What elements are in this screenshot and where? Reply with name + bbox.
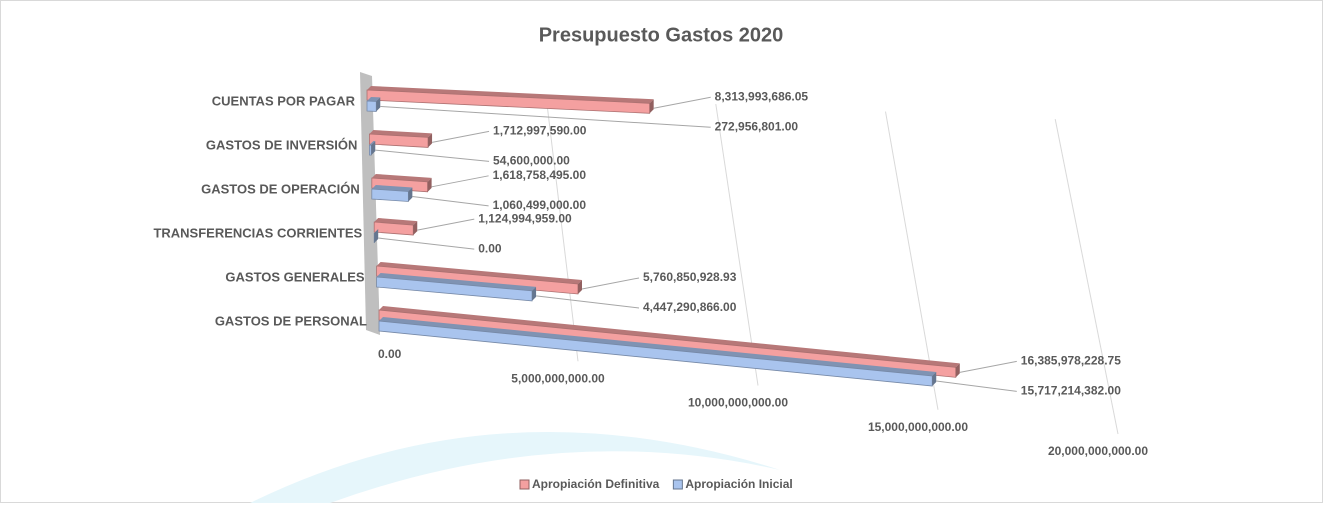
data-label: 1,712,997,590.00 bbox=[493, 124, 587, 138]
data-label: 1,060,499,000.00 bbox=[493, 198, 587, 212]
data-label: 0.00 bbox=[478, 241, 502, 255]
leader-line bbox=[959, 360, 1017, 373]
x-tick-label: 20,000,000,000.00 bbox=[1048, 444, 1148, 458]
bar-face bbox=[379, 317, 937, 377]
x-tick-label: 15,000,000,000.00 bbox=[868, 420, 968, 434]
bar bbox=[376, 273, 537, 302]
bar-face bbox=[371, 185, 413, 192]
y-tick-label: GASTOS GENERALES bbox=[225, 269, 365, 284]
bar-face bbox=[371, 141, 376, 156]
bar-face bbox=[369, 130, 433, 138]
bar-face bbox=[649, 99, 654, 114]
grid-line bbox=[1054, 119, 1119, 435]
legend-swatch bbox=[519, 479, 530, 490]
leader-line bbox=[380, 105, 711, 128]
leader-line bbox=[536, 295, 640, 309]
bar bbox=[371, 185, 413, 202]
x-tick-label: 10,000,000,000.00 bbox=[688, 396, 788, 410]
x-tick-label: 5,000,000,000.00 bbox=[511, 371, 605, 385]
bar-face bbox=[955, 363, 960, 378]
bar bbox=[378, 317, 937, 387]
leader-line bbox=[936, 380, 1017, 392]
data-label: 15,717,214,382.00 bbox=[1021, 384, 1121, 398]
data-label: 8,313,993,686.05 bbox=[715, 89, 809, 103]
bar bbox=[368, 130, 433, 148]
bar-face bbox=[427, 177, 432, 192]
legend-swatch bbox=[672, 479, 683, 490]
bar bbox=[373, 229, 379, 243]
data-label: 54,600,000.00 bbox=[493, 154, 570, 168]
y-tick-label: GASTOS DE INVERSIÓN bbox=[206, 137, 357, 152]
leader-line bbox=[653, 96, 711, 109]
leader-line bbox=[417, 218, 475, 231]
y-tick-label: TRANSFERENCIAS CORRIENTES bbox=[153, 225, 362, 240]
bar-face bbox=[379, 306, 960, 368]
bar-face bbox=[376, 273, 537, 291]
bar-face bbox=[368, 144, 372, 156]
leader-line bbox=[431, 175, 489, 188]
chart-title: Presupuesto Gastos 2020 bbox=[539, 24, 784, 46]
bar bbox=[373, 218, 418, 236]
bar-face bbox=[532, 286, 537, 301]
bar-face bbox=[376, 262, 582, 284]
y-tick-label: GASTOS DE OPERACIÓN bbox=[201, 181, 360, 196]
bar-face bbox=[371, 174, 432, 182]
bar-face bbox=[371, 188, 409, 202]
data-label: 16,385,978,228.75 bbox=[1021, 354, 1121, 368]
data-label: 1,618,758,495.00 bbox=[493, 168, 587, 182]
bar-face bbox=[374, 218, 418, 226]
y-tick-label: GASTOS DE PERSONAL bbox=[215, 313, 367, 328]
data-label: 272,956,801.00 bbox=[715, 119, 799, 133]
bar-face bbox=[366, 100, 377, 112]
bar-face bbox=[428, 133, 433, 148]
data-label: 4,447,290,866.00 bbox=[643, 300, 737, 314]
bar-face bbox=[932, 372, 937, 387]
bar-face bbox=[413, 221, 418, 236]
leader-line bbox=[431, 130, 490, 143]
bar-face bbox=[376, 97, 381, 112]
bar-face bbox=[408, 187, 413, 202]
y-tick-label: CUENTAS POR PAGAR bbox=[212, 93, 356, 108]
data-label: 5,760,850,928.93 bbox=[643, 270, 737, 284]
grid-line bbox=[885, 111, 939, 410]
bar bbox=[368, 141, 376, 156]
legend-label: Apropiación Inicial bbox=[685, 477, 792, 491]
bar-face bbox=[367, 86, 654, 104]
grid-line bbox=[715, 103, 759, 386]
leader-line bbox=[378, 237, 475, 250]
x-tick-label: 0.00 bbox=[378, 347, 402, 361]
bar-face bbox=[369, 141, 376, 146]
bar bbox=[366, 86, 654, 114]
bar-face bbox=[374, 229, 379, 243]
legend-label: Apropiación Definitiva bbox=[532, 477, 660, 491]
background-swoosh bbox=[250, 431, 780, 503]
leader-line bbox=[412, 196, 489, 207]
bar-face bbox=[577, 279, 582, 294]
back-wall bbox=[360, 72, 380, 335]
bar bbox=[366, 97, 381, 112]
bar-face bbox=[367, 97, 381, 102]
data-label: 1,124,994,959.00 bbox=[478, 211, 572, 225]
leader-line bbox=[375, 149, 490, 162]
leader-line bbox=[581, 277, 640, 290]
grid-line bbox=[545, 96, 579, 362]
